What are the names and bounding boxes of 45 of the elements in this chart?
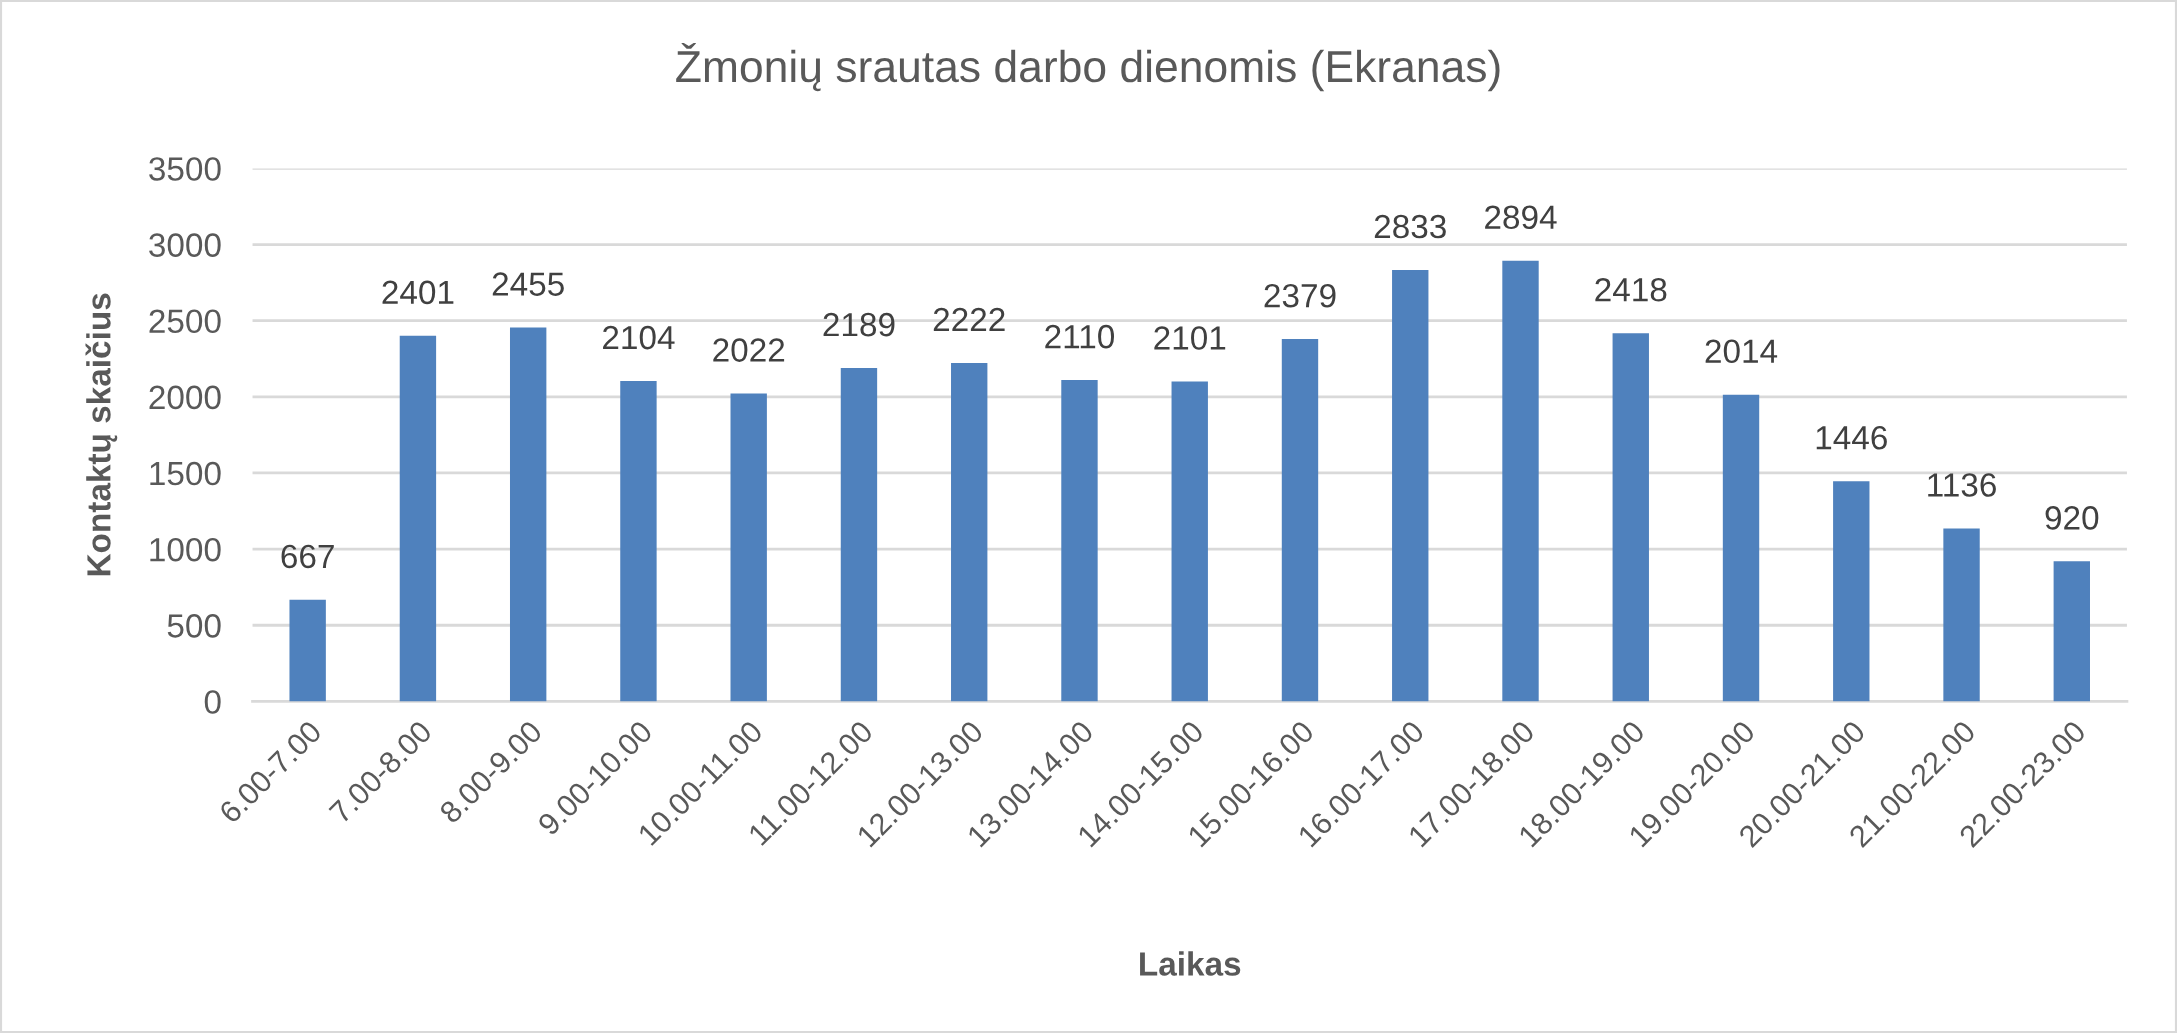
data-label: 2455 bbox=[492, 272, 564, 296]
bar bbox=[1061, 380, 1098, 702]
bar bbox=[399, 335, 437, 702]
bar bbox=[289, 599, 326, 702]
bar bbox=[1502, 260, 1539, 702]
chart-title: Žmonių srautas darbo dienomis (Ekranas) bbox=[676, 43, 1500, 92]
y-tick-label: 3500 bbox=[149, 157, 221, 181]
y-tick-label: 1000 bbox=[150, 537, 221, 562]
data-label: 2110 bbox=[1045, 324, 1115, 349]
bar bbox=[1171, 381, 1208, 702]
bar bbox=[1281, 339, 1319, 702]
y-tick-label: 2500 bbox=[149, 309, 221, 334]
bar bbox=[1392, 269, 1429, 702]
data-label: 2104 bbox=[603, 325, 675, 350]
y-tick-label: 3000 bbox=[149, 233, 221, 257]
x-axis-title: Laikas bbox=[1140, 951, 1241, 976]
bar bbox=[730, 393, 767, 702]
data-label: 2022 bbox=[713, 338, 785, 362]
data-label: 1446 bbox=[1816, 426, 1887, 450]
bar bbox=[1612, 333, 1649, 702]
data-label: 2418 bbox=[1595, 277, 1667, 302]
y-tick-label: 1500 bbox=[150, 461, 221, 486]
y-tick-label: 2000 bbox=[149, 385, 221, 410]
bar bbox=[951, 363, 988, 702]
bar bbox=[1722, 394, 1760, 702]
bar bbox=[509, 327, 547, 702]
bar bbox=[1833, 481, 1870, 702]
bar bbox=[1943, 528, 1980, 702]
data-label: 2894 bbox=[1485, 205, 1557, 230]
bar bbox=[620, 380, 657, 702]
data-label: 920 bbox=[2045, 506, 2099, 530]
data-label: 2379 bbox=[1264, 283, 1336, 308]
y-axis-title: Kontaktų skaičius bbox=[85, 293, 118, 576]
data-label: 2189 bbox=[823, 312, 895, 337]
data-label: 667 bbox=[281, 544, 334, 569]
data-label: 2222 bbox=[933, 307, 1005, 332]
data-label: 1136 bbox=[1928, 473, 1996, 497]
bar bbox=[2053, 561, 2090, 702]
data-label: 2833 bbox=[1374, 214, 1446, 239]
data-label: 2014 bbox=[1705, 339, 1778, 364]
y-tick-label: 0 bbox=[204, 690, 221, 714]
data-label: 2101 bbox=[1154, 326, 1226, 350]
bar bbox=[840, 368, 878, 702]
y-tick-label: 500 bbox=[167, 614, 221, 638]
data-label: 2401 bbox=[382, 280, 454, 305]
